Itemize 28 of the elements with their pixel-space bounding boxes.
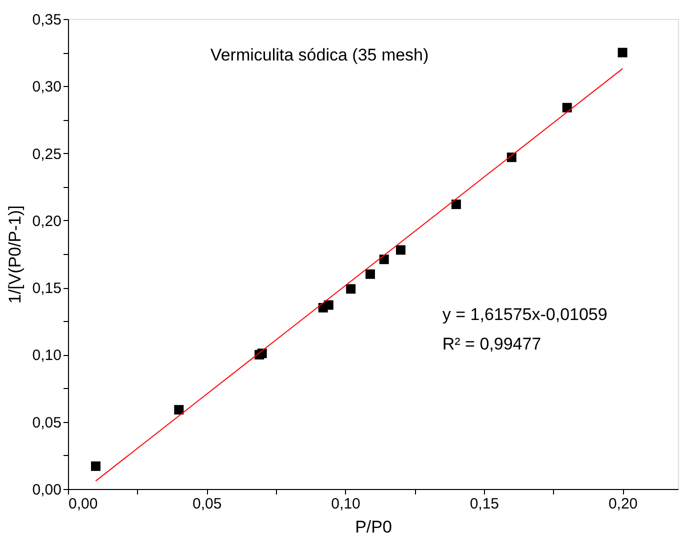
y-tick-label: 0,25 (32, 146, 62, 163)
point (365, 269, 375, 279)
point (174, 405, 184, 415)
x-tick-label: 0,05 (192, 496, 222, 512)
x-tick-label: 0,20 (608, 496, 638, 512)
point (562, 102, 572, 112)
point (90, 461, 100, 471)
point (451, 200, 461, 210)
annotation: Vermiculita sódica (35 mesh) (210, 45, 429, 64)
y-tick-label: 0,30 (32, 78, 62, 96)
annotation: y = 1,61575x-0,01059 (442, 304, 608, 324)
x-tick-label: 0,00 (68, 496, 98, 512)
point (396, 245, 406, 255)
y-tick-label: 0,35 (32, 12, 62, 28)
y-tick-label: 0,00 (32, 482, 62, 498)
point (379, 254, 389, 264)
x-axis-title: P/P0 (355, 518, 392, 536)
y-tick-label: 0,20 (32, 212, 62, 230)
x-tick-label: 0,10 (331, 496, 360, 512)
point (618, 48, 628, 58)
point (346, 284, 356, 294)
y-tick-label: 0,15 (32, 280, 62, 298)
x-tick-label: 0,15 (470, 496, 500, 512)
y-tick-label: 0,05 (32, 414, 62, 432)
y-tick-label: 0,10 (32, 347, 62, 364)
point (324, 300, 334, 310)
y-axis-title: 1/[V(P0/P-1)] (5, 205, 24, 304)
annotation: R² = 0,99477 (442, 334, 542, 354)
